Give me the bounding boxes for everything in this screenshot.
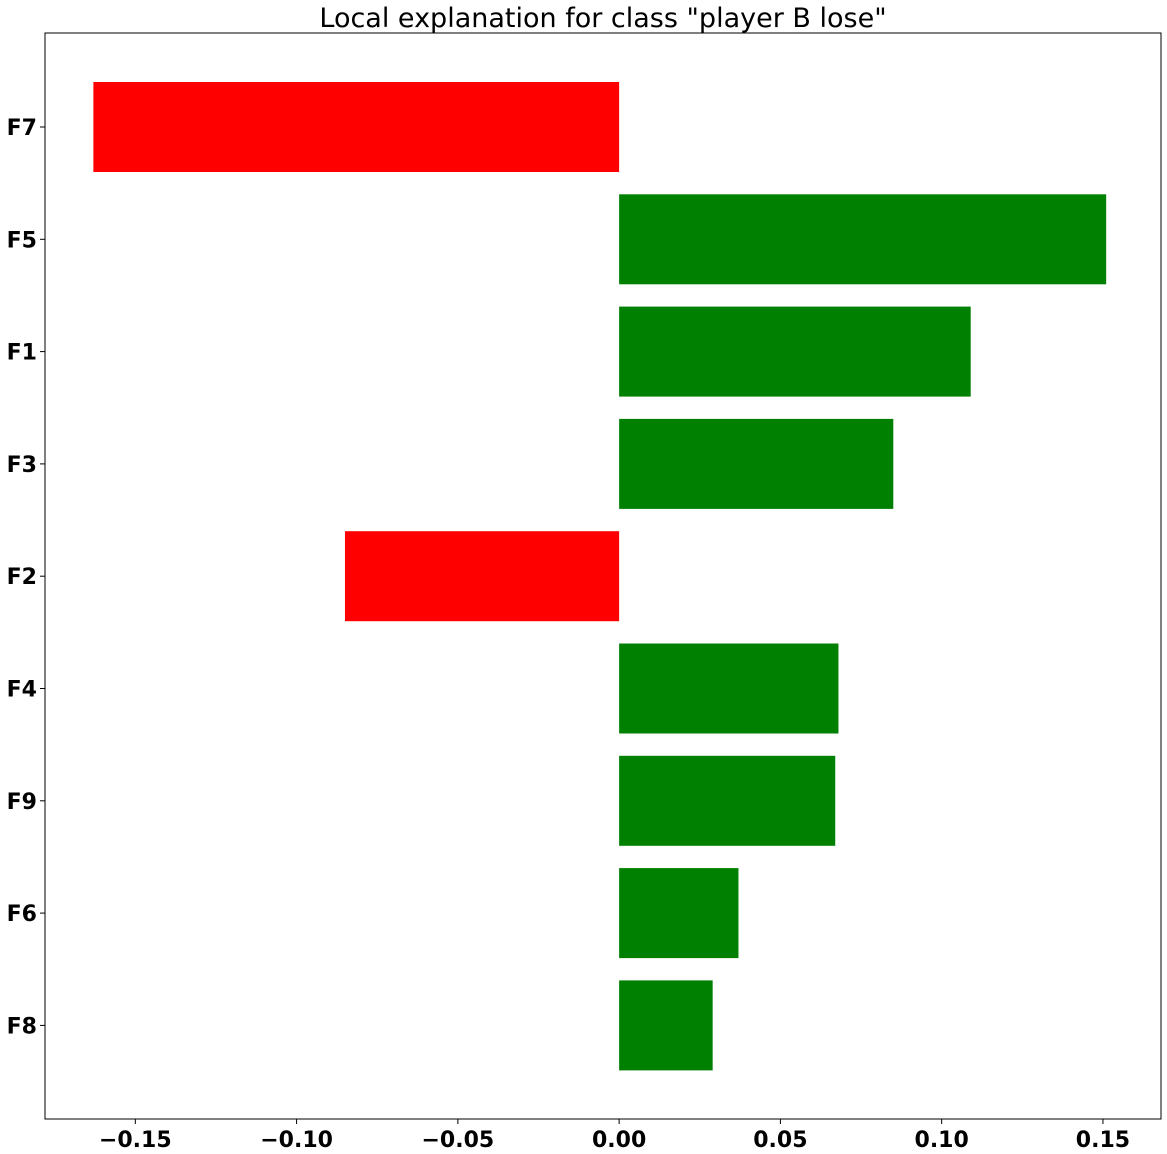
y-tick-label: F9 <box>7 790 37 815</box>
bar-f2 <box>344 531 620 622</box>
x-tick-label: 0.15 <box>1076 1128 1130 1153</box>
bar-f8 <box>619 980 713 1071</box>
bar-f5 <box>619 194 1107 285</box>
bar-f9 <box>619 755 836 846</box>
y-tick-label: F5 <box>7 228 37 253</box>
chart-title: Local explanation for class "player B lo… <box>319 3 886 34</box>
x-tick-label: 0.05 <box>753 1128 807 1153</box>
y-tick-label: F2 <box>7 565 37 590</box>
x-tick-label: 0.00 <box>592 1128 646 1153</box>
y-tick-label: F7 <box>7 116 37 141</box>
x-tick-label: −0.10 <box>260 1128 333 1153</box>
bar-f4 <box>619 643 839 734</box>
bars-layer <box>93 82 1107 1071</box>
bar-f3 <box>619 418 894 509</box>
y-tick-label: F1 <box>7 341 37 366</box>
y-tick-label: F3 <box>7 453 37 478</box>
x-tick-label: −0.15 <box>99 1128 172 1153</box>
x-axis-ticks: −0.15 −0.10 −0.05 0.00 0.05 0.10 0.15 <box>99 1119 1130 1153</box>
y-tick-label: F4 <box>7 678 37 703</box>
axes-frame <box>44 32 1162 1120</box>
bar-f7 <box>93 82 620 172</box>
y-tick-label: F8 <box>7 1014 37 1039</box>
y-tick-label: F6 <box>7 902 37 927</box>
x-tick-label: 0.10 <box>915 1128 969 1153</box>
x-tick-label: −0.05 <box>421 1128 494 1153</box>
bar-f1 <box>619 306 971 397</box>
bar-f6 <box>619 868 739 959</box>
y-axis-ticks: F7 F5 F1 F3 F2 F4 F9 F6 F8 <box>7 116 45 1039</box>
